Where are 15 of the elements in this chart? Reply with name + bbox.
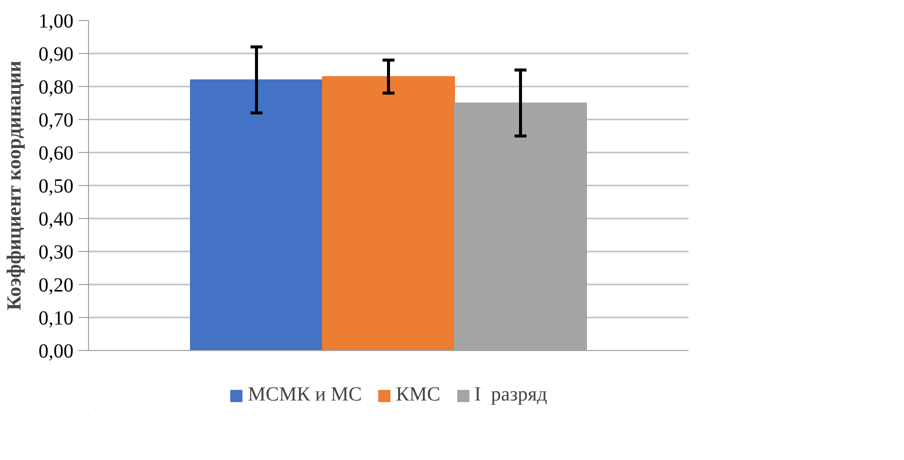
y-tick-label: 0,20 — [38, 274, 74, 296]
y-tick-label: 0,00 — [38, 340, 74, 362]
y-axis-title: Коэффициент координации — [4, 60, 26, 310]
y-tick-label: 0,50 — [38, 176, 74, 198]
legend-label: I разряд — [474, 384, 548, 406]
legend-label: КМС — [396, 384, 440, 406]
y-tick-label: 0,90 — [38, 44, 74, 66]
y-tick-label: 1,00 — [38, 10, 74, 32]
y-tick-label: 0,30 — [38, 242, 74, 264]
y-tick-label: 0,10 — [38, 308, 74, 330]
y-tick-label: 0,60 — [38, 142, 74, 164]
y-tick-label: 0,40 — [38, 208, 74, 230]
legend-label: МСМК и МС — [248, 384, 362, 406]
y-tick-label: 0,80 — [38, 76, 74, 98]
y-tick-label: 0,70 — [38, 110, 74, 132]
